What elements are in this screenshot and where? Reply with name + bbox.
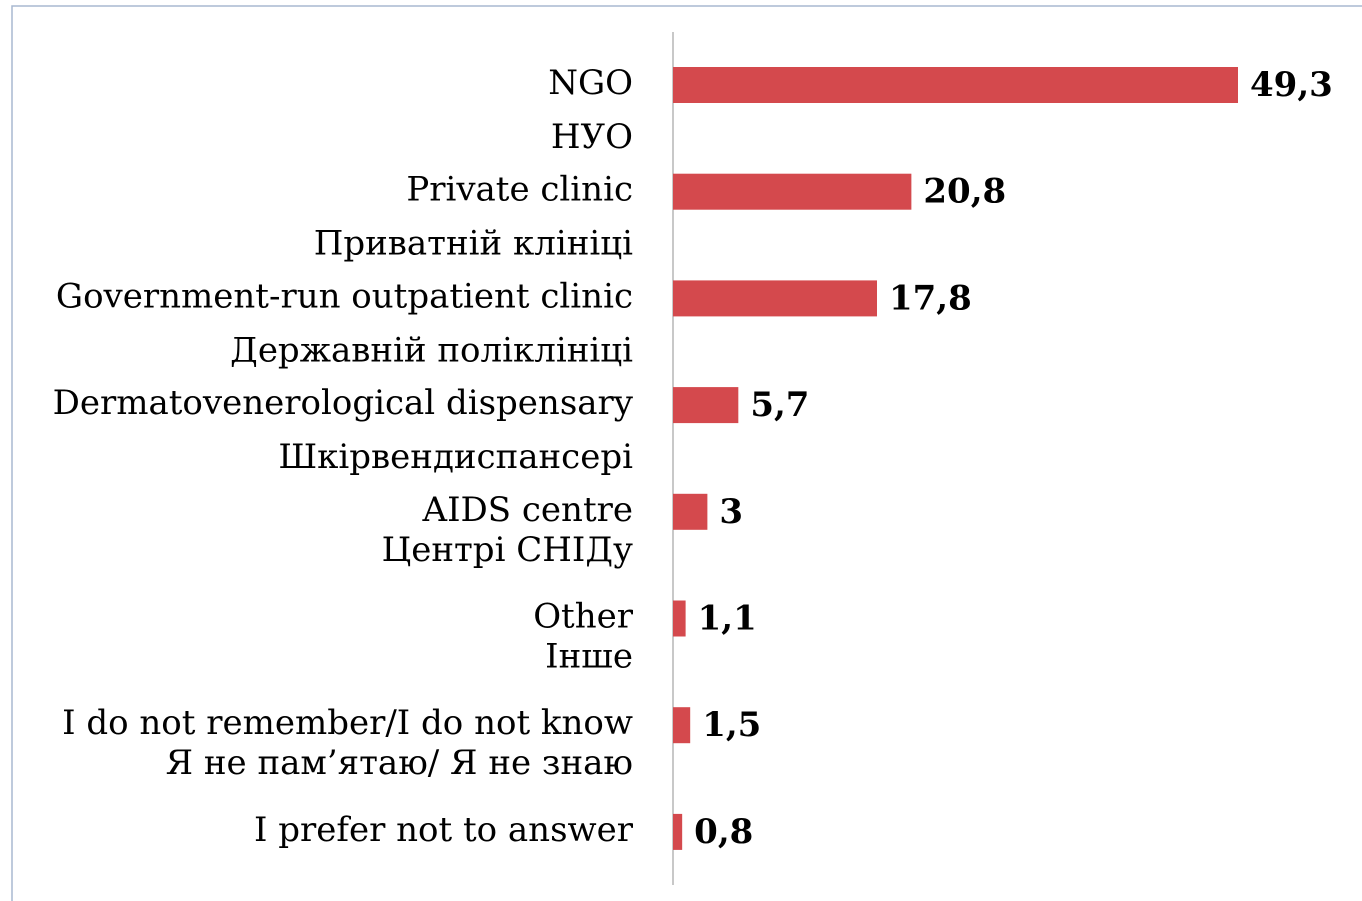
value-label: 17,8 <box>889 278 972 318</box>
bar <box>673 173 912 210</box>
category-label: NGO <box>548 63 633 103</box>
bar <box>673 813 683 850</box>
category-label: Приватній клініці <box>314 224 633 264</box>
category-label: Other <box>533 597 634 637</box>
bar <box>673 67 1238 103</box>
bar <box>673 387 739 424</box>
category-label: I prefer not to answer <box>254 810 634 850</box>
category-label: Dermatovenerological dispensary <box>53 383 634 423</box>
bar <box>673 493 708 530</box>
bar <box>673 707 691 744</box>
bar <box>673 600 686 637</box>
frame <box>11 5 1362 901</box>
value-label: 0,8 <box>694 812 753 852</box>
category-label: Державній поліклініці <box>230 330 633 370</box>
value-label: 20,8 <box>923 172 1006 212</box>
category-label: AIDS centre <box>422 490 633 530</box>
category-label: Я не пам’ятаю/ Я не знаю <box>166 743 633 783</box>
category-label: Центрі СНІДу <box>382 530 633 570</box>
category-label: НУО <box>551 117 633 157</box>
value-label: 3 <box>719 492 743 532</box>
category-label: Private clinic <box>406 170 633 210</box>
value-label: 49,3 <box>1250 65 1333 105</box>
value-label: 5,7 <box>750 385 809 425</box>
category-label: Шкірвендиспансері <box>278 437 633 477</box>
bar <box>673 280 877 317</box>
category-label: Government-run outpatient clinic <box>56 276 633 316</box>
category-label: Інше <box>545 637 633 677</box>
value-label: 1,5 <box>702 705 761 745</box>
value-label: 1,1 <box>698 599 757 639</box>
category-label: I do not remember/I do not know <box>62 703 633 743</box>
